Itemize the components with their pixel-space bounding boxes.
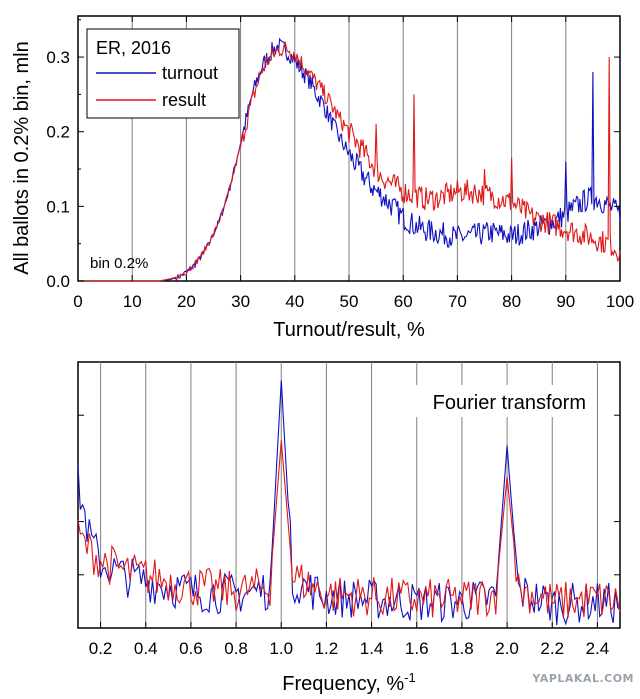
top-x-tick-label: 20: [177, 292, 196, 311]
top-x-tick-label: 40: [285, 292, 304, 311]
bottom-x-axis-label: Frequency, %-1: [282, 670, 415, 695]
legend-title: ER, 2016: [96, 38, 171, 58]
top-x-axis-label: Turnout/result, %: [273, 319, 425, 341]
bottom-x-tick-label: 1.2: [315, 639, 339, 658]
bottom-x-axis-label-main: Frequency, %: [282, 673, 404, 695]
legend: ER, 2016 turnout result: [86, 28, 240, 119]
fourier-transform-plot: 0.2 0.4 0.6 0.8 1.0 1.2 1.4 1.6 1.8 2.0 2.2 2.4 Fou…: [77, 361, 621, 695]
turnout-result-histogram: 0 10 20 30 40 50 60 70 80 90 100 0.0 0.1 0.2 0.3 Turno…: [11, 15, 634, 341]
top-x-tick-label: 60: [394, 292, 413, 311]
top-y-tick-label: 0.0: [46, 272, 70, 291]
annotation-bin: bin 0.2%: [90, 255, 148, 272]
top-x-tick-label: 30: [231, 292, 250, 311]
bottom-x-tick-label: 0.4: [134, 639, 158, 658]
top-x-tick-label: 80: [502, 292, 521, 311]
bottom-series-line-result: [77, 440, 621, 618]
bottom-x-tick-label: 1.0: [269, 639, 293, 658]
bottom-grid: [100, 362, 598, 628]
bottom-x-tick-label: 1.4: [360, 639, 384, 658]
top-y-tick-label: 0.3: [46, 48, 70, 67]
fourier-title-bg: [383, 385, 588, 417]
top-y-tick-label: 0.2: [46, 123, 70, 142]
legend-label-turnout: turnout: [162, 63, 218, 83]
top-x-tick-label: 10: [123, 292, 142, 311]
top-y-tick-label: 0.1: [46, 197, 70, 216]
bottom-series-lines: [77, 380, 621, 626]
bottom-x-tick-label: 2.0: [495, 639, 519, 658]
bottom-ticks: 0.2 0.4 0.6 0.8 1.0 1.2 1.4 1.6 1.8 2.0 2.2 2.4: [78, 414, 620, 658]
top-x-tick-label: 70: [448, 292, 467, 311]
top-series-line-result: [78, 41, 621, 282]
watermark: YAPLAKAL.COM: [532, 672, 634, 685]
bottom-x-tick-label: 2.4: [586, 639, 610, 658]
bottom-x-tick-label: 0.6: [179, 639, 203, 658]
bottom-x-tick-label: 1.6: [405, 639, 429, 658]
bottom-plot-frame: [77, 361, 621, 629]
top-series-lines: [78, 37, 621, 283]
legend-label-result: result: [162, 90, 206, 110]
top-x-tick-label: 0: [73, 292, 82, 311]
top-series-line-turnout: [78, 37, 621, 283]
top-y-axis-label: All ballots in 0.2% bin, mln: [11, 41, 33, 274]
bottom-x-tick-label: 2.2: [540, 639, 564, 658]
fourier-title: Fourier transform: [433, 392, 586, 414]
top-x-tick-label: 90: [556, 292, 575, 311]
top-x-tick-label: 50: [340, 292, 359, 311]
bottom-x-tick-label: 0.8: [224, 639, 248, 658]
top-x-tick-label: 100: [606, 292, 634, 311]
bottom-series-line-turnout: [77, 380, 621, 626]
bottom-x-tick-label: 0.2: [89, 639, 113, 658]
top-ticks: 0 10 20 30 40 50 60 70 80 90 100 0.0 0.1 0.2 0.3: [46, 16, 634, 311]
bottom-x-axis-label-sup: -1: [404, 670, 416, 685]
bottom-x-tick-label: 1.8: [450, 639, 474, 658]
